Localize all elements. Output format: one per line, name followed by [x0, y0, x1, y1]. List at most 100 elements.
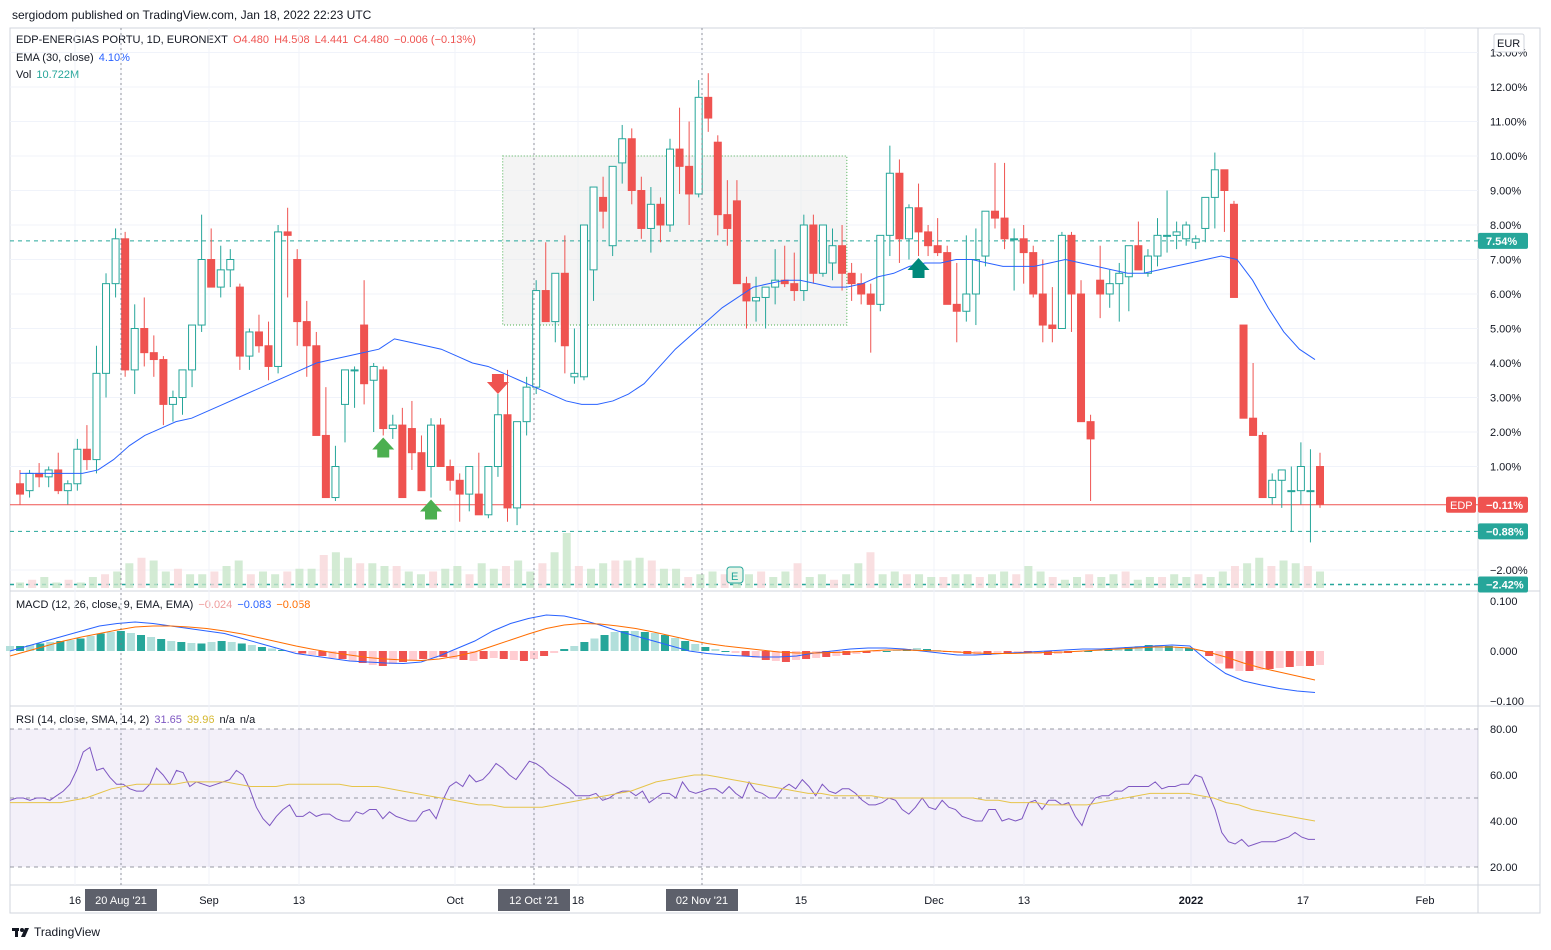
candle-body — [25, 472, 34, 492]
macd-histogram-bar — [1154, 645, 1163, 651]
candle-body — [1019, 238, 1028, 254]
macd-histogram-bar — [237, 643, 246, 651]
macd-histogram-bar — [761, 651, 770, 660]
macd-histogram-bar — [409, 651, 418, 660]
tradingview-logo-icon — [12, 928, 29, 937]
legend-ema-label[interactable]: EMA (30, close) — [16, 52, 94, 64]
macd-histogram-bar — [1144, 645, 1153, 651]
macd-histogram-bar — [489, 651, 498, 658]
candle-body — [1249, 417, 1258, 436]
currency-box — [1493, 33, 1525, 53]
candle-body — [656, 203, 665, 226]
legend-ema-value: 4.10% — [98, 52, 130, 64]
macd-histogram-bar — [681, 641, 690, 651]
footer-brand[interactable]: TradingView — [34, 925, 101, 939]
volume-bar — [1145, 577, 1154, 588]
legend-macd-label[interactable]: MACD (12, 26, close, 9, EMA, EMA) — [16, 599, 194, 611]
volume-bar — [344, 557, 353, 588]
volume-bar — [975, 577, 984, 588]
volume-bar — [52, 582, 61, 588]
candle-body — [1277, 469, 1286, 481]
volume-bar — [878, 574, 887, 588]
candle-body — [1316, 466, 1324, 505]
candle-body — [1115, 272, 1124, 285]
volume-bar — [635, 557, 644, 588]
volume-bar — [88, 577, 97, 588]
rsi-tick-label: 40.00 — [1490, 816, 1518, 828]
candle-body — [532, 290, 541, 388]
candle-body — [360, 324, 369, 385]
candle-body — [207, 259, 216, 288]
legend-symbol[interactable]: EDP-ENERGIAS PORTU, 1D, EURONEXT — [16, 34, 228, 46]
candle-body — [732, 200, 741, 285]
candle-body — [159, 359, 168, 405]
candle-body — [914, 207, 923, 233]
candle-body — [235, 286, 244, 357]
macd-histogram-bar — [1205, 651, 1214, 656]
candle-body — [952, 303, 961, 312]
macd-histogram-bar — [691, 644, 700, 651]
candle-body — [379, 369, 388, 430]
macd-histogram-bar — [1124, 647, 1133, 651]
legend-vol-label[interactable]: Vol — [16, 69, 32, 81]
macd-histogram-bar — [771, 651, 780, 661]
candle-body — [293, 259, 302, 323]
candle-body — [216, 269, 225, 288]
volume-bar — [186, 574, 195, 588]
candle-body — [723, 214, 732, 229]
time-tick-label: 13 — [1018, 895, 1030, 907]
macd-histogram-bar — [620, 631, 629, 651]
legend-low: L4.441 — [314, 34, 349, 46]
volume-bar — [258, 571, 267, 588]
macd-histogram-bar — [923, 649, 931, 651]
candle-body — [111, 238, 120, 285]
candle-body — [63, 483, 72, 492]
currency-label: EUR — [1497, 38, 1520, 50]
time-tick-label: Oct — [446, 895, 463, 907]
candle-body — [713, 141, 722, 216]
volume-bar — [356, 563, 365, 588]
candle-body — [465, 466, 474, 495]
candle-body — [838, 245, 847, 274]
price-tick-label: 3.00% — [1490, 393, 1521, 405]
candle-body — [1010, 238, 1019, 241]
macd-histogram-bar — [499, 651, 508, 659]
volume-bar — [611, 560, 620, 588]
rsi-tick-label: 80.00 — [1490, 724, 1518, 736]
candle-body — [771, 279, 780, 288]
candle-body — [188, 324, 197, 371]
candle-body — [436, 424, 445, 468]
macd-histogram-bar — [590, 638, 599, 651]
candle-body — [254, 331, 263, 347]
macd-histogram-bar — [1114, 648, 1123, 651]
legend-macd-row: MACD (12, 26, close, 9, EMA, EMA) −0.024… — [16, 599, 312, 611]
macd-histogram-bar — [338, 651, 347, 659]
volume-bar — [271, 574, 280, 588]
candle-body — [866, 293, 875, 305]
volume-bar — [817, 574, 826, 588]
macd-histogram-bar — [812, 651, 821, 658]
legend-rsi-label[interactable]: RSI (14, close, SMA, 14, 2) — [16, 714, 150, 726]
candle-body — [924, 231, 933, 247]
macd-histogram-bar — [1235, 651, 1244, 671]
candle-body — [1000, 217, 1009, 240]
candle-body — [92, 372, 101, 461]
candle-body — [1029, 252, 1038, 295]
macd-histogram-bar — [197, 643, 206, 651]
candle-body — [331, 466, 340, 499]
macd-histogram-bar — [217, 641, 226, 651]
chart-canvas[interactable]: 13.00%12.00%11.00%10.00%9.00%8.00%7.00%6… — [0, 0, 1551, 920]
volume-bar — [137, 557, 146, 588]
macd-histogram-bar — [399, 651, 407, 662]
price-tick-label: 2.00% — [1490, 427, 1521, 439]
candle-body — [140, 328, 149, 354]
macd-histogram-bar — [86, 636, 95, 651]
volume-bar — [1194, 574, 1203, 588]
macd-histogram-bar — [26, 645, 35, 651]
volume-bar — [854, 563, 863, 588]
macd-histogram-bar — [1174, 647, 1183, 651]
candle-body — [1038, 293, 1047, 326]
price-tag — [1478, 496, 1528, 513]
candle-body — [895, 172, 904, 240]
volume-bar — [562, 533, 571, 588]
